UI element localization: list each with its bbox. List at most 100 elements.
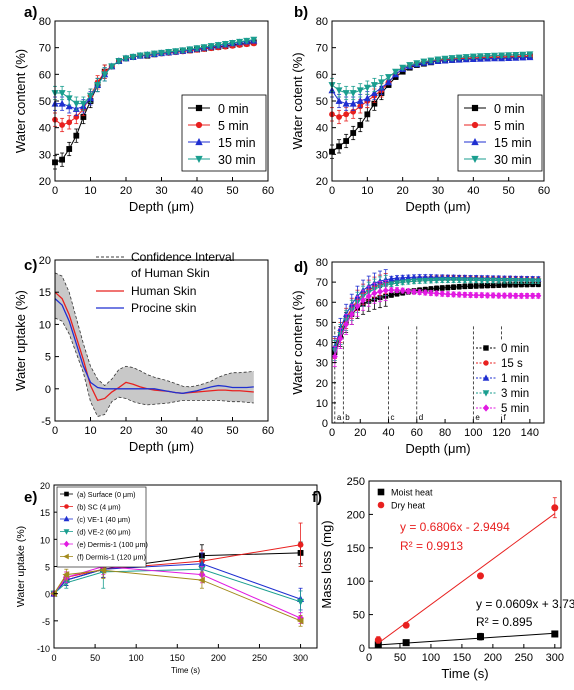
x-tick-label: 30 [155,185,167,197]
series-line [54,298,254,394]
data-point [518,278,525,285]
legend-label: (a) Surface (0 μm) [77,490,135,499]
data-point [434,56,442,64]
data-point [65,95,73,103]
data-point [450,277,457,284]
data-point [357,122,364,128]
data-point [473,283,479,289]
data-point [335,97,343,104]
fit-r2-moist: R² = 0.895 [476,615,533,629]
series-c-1 [54,298,254,394]
legend-marker [63,553,69,560]
y-tick-label: 50 [316,96,328,108]
data-point [427,289,434,297]
data-point [439,285,445,291]
x-tick-label: 0 [51,653,56,663]
series-line [53,565,301,619]
data-point [343,111,350,118]
legend-label: Dry heat [391,501,426,511]
data-point [402,639,410,647]
legend-marker [471,121,479,129]
legend-label: (c) VE-1 (40 μm) [77,515,130,524]
y-tick-label: 30 [316,358,328,370]
data-point [349,90,357,97]
fit-line-1 [375,632,555,646]
y-tick-label: -5 [41,416,51,428]
data-point [158,49,165,57]
x-tick-label: 50 [503,185,515,197]
legend-marker [64,491,69,497]
data-point [356,97,364,104]
data-point [394,286,401,294]
data-point [150,50,158,58]
data-point [427,57,435,65]
legend-marker [63,529,70,535]
y-tick-label: 15 [40,508,50,518]
legend-label: Moist heat [391,488,433,498]
y-tick-label: 10 [40,535,50,545]
y-tick-label: -5 [42,617,50,627]
legend-marker [471,155,479,164]
data-point [468,283,474,289]
data-point [392,68,400,76]
x-tick-label: 40 [191,185,203,197]
data-point [297,598,305,606]
legend-label: 15 s [501,358,523,370]
data-point [427,278,435,284]
data-point [99,566,107,574]
data-point [524,292,531,300]
y-tick-label: 0 [45,590,50,600]
band-lower-line [54,317,254,417]
data-point [413,60,421,67]
y-axis-label: Water content (%) [290,290,305,394]
legend-label: 30 min [218,153,256,167]
y-tick-label: 20 [39,255,51,267]
legend-marker [195,121,203,129]
x-tick-label: 40 [382,427,394,439]
data-point [363,84,371,92]
data-point [399,287,406,295]
data-point [229,39,236,47]
data-point [108,63,116,71]
series-e-5 [50,561,304,627]
legend-label: 5 min [501,403,529,415]
legend-marker [64,504,69,509]
data-point [399,64,407,72]
data-point [165,49,173,56]
data-point [66,146,73,152]
legend-marker [483,345,489,351]
data-point [523,278,531,285]
data-point [473,277,480,284]
data-point [59,122,65,128]
data-point [483,53,491,60]
data-point [535,292,542,300]
series-e-4 [50,557,304,624]
x-tick-label: 100 [129,653,144,663]
data-point [388,286,395,294]
x-tick-label: 20 [397,185,409,197]
data-point [214,42,222,49]
legend-marker [63,540,70,548]
y-tick-label: 0 [322,418,328,430]
panel-label-a: a) [24,4,37,21]
data-point [406,62,414,69]
y-tick-label: 5 [45,563,50,573]
fit-r2-dry: R² = 0.9913 [400,539,463,553]
panel-label-b: b) [294,4,308,21]
data-point [349,99,357,107]
data-point [551,630,559,638]
x-tick-label: 40 [191,425,203,437]
series-b-3 [328,51,534,101]
data-point [377,79,385,87]
data-point [343,320,350,328]
series-line [55,39,254,105]
x-tick-label: 30 [155,425,167,437]
data-point [501,292,508,300]
data-point [101,71,109,79]
y-tick-label: 0 [45,384,51,396]
data-point [348,310,355,318]
data-point [495,278,502,285]
y-tick-label: 20 [40,481,50,491]
data-point [388,275,395,282]
confidence-band [55,272,254,417]
